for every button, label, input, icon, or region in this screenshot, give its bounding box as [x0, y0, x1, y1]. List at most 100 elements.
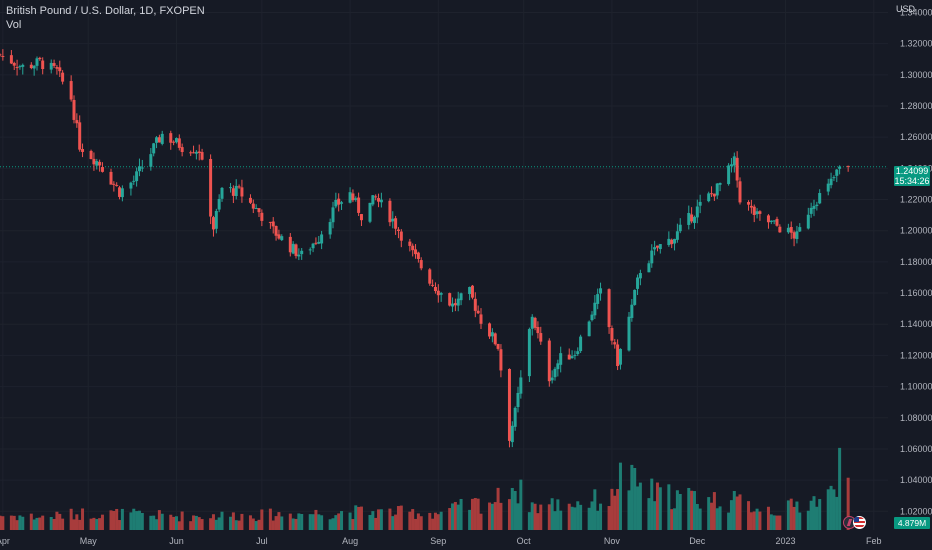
candle-body — [78, 122, 82, 150]
candle-body — [172, 141, 176, 143]
volume-bar — [374, 517, 378, 530]
candle-body — [758, 211, 762, 214]
volume-bar — [818, 499, 822, 530]
volume-bar — [194, 515, 198, 530]
candle-body — [368, 202, 372, 222]
candle-body — [695, 206, 699, 218]
price-tick-label: 1.20000 — [900, 226, 932, 236]
candle-body — [653, 247, 657, 250]
us-flag-icon[interactable] — [853, 516, 866, 529]
time-tick-label: Dec — [689, 536, 706, 546]
volume-bar — [12, 515, 16, 530]
volume-bar — [209, 518, 213, 530]
volume-bar — [388, 508, 392, 530]
candle-body — [539, 333, 543, 342]
candle-body — [149, 154, 153, 167]
candle-body — [388, 200, 392, 223]
volume-bar — [29, 513, 33, 530]
candle-body — [596, 294, 600, 304]
candle-body — [749, 205, 753, 208]
currency-label[interactable]: USD — [896, 4, 916, 14]
candle-body — [217, 199, 221, 210]
price-tick-label: 1.34000 — [900, 7, 932, 17]
candle-body — [109, 171, 113, 185]
bar-countdown: 15:34:26 — [894, 176, 930, 186]
candle-body — [667, 238, 671, 246]
candle-body — [300, 250, 304, 255]
symbol-title[interactable]: British Pound / U.S. Dollar, 1D, FXOPEN — [6, 5, 205, 17]
candle-body — [29, 64, 33, 69]
volume-bar — [52, 519, 56, 530]
volume-bar — [38, 517, 42, 530]
volume-bar — [399, 505, 403, 530]
candle-body — [155, 137, 159, 143]
time-tick-label: May — [80, 536, 98, 546]
candle-body — [231, 188, 235, 196]
volume-bar — [806, 510, 810, 530]
volume-bar — [499, 502, 503, 530]
time-tick-label: Aug — [342, 536, 358, 546]
volume-bar — [655, 482, 659, 530]
price-tick-label: 1.30000 — [900, 70, 932, 80]
candle-body — [328, 222, 332, 235]
volume-bar — [260, 509, 264, 530]
candle-body — [610, 328, 614, 341]
candle-body — [35, 58, 39, 66]
volume-bar — [459, 498, 463, 530]
event-icons[interactable] — [843, 516, 867, 530]
volume-bar — [835, 496, 839, 530]
volume-bar — [95, 519, 99, 530]
candle-body — [69, 81, 73, 100]
volume-bar — [792, 506, 796, 530]
last-price-badge: 1.24099 15:34:26 — [894, 166, 930, 186]
candle-body — [832, 177, 836, 179]
volume-bar — [593, 489, 597, 530]
candle-body — [311, 243, 315, 249]
volume-bar — [456, 504, 460, 530]
volume-bar — [149, 515, 153, 530]
volume-bar — [317, 514, 321, 530]
candle-body — [818, 193, 822, 204]
candle-body — [738, 181, 742, 203]
volume-bar — [815, 506, 819, 530]
volume-bar — [769, 514, 773, 530]
volume-bar — [490, 503, 494, 530]
candle-body — [448, 293, 452, 306]
candle-body — [419, 260, 423, 269]
volume-bar — [838, 447, 842, 530]
volume-bar — [248, 515, 252, 530]
candle-body — [416, 252, 420, 259]
volume-bar — [172, 516, 176, 530]
time-axis[interactable]: Apr May Jun Jul Aug Sep Oct Nov Dec 2023 Feb — [0, 536, 882, 546]
volume-bar — [55, 511, 59, 530]
volume-bar — [180, 511, 184, 530]
candle-body — [453, 303, 457, 306]
candle-body — [354, 198, 358, 200]
candle-body — [556, 363, 560, 370]
volume-bar — [78, 519, 82, 530]
candle-body — [209, 158, 213, 217]
candle-body — [374, 196, 378, 198]
candle-body — [587, 321, 591, 337]
candle-body — [809, 207, 813, 214]
price-axis[interactable]: 1.02000 1.04000 1.06000 1.08000 1.10000 1.120… — [900, 7, 932, 516]
volume-bar — [371, 511, 375, 530]
volume-bar — [391, 516, 395, 530]
candle-body — [317, 241, 321, 244]
price-tick-label: 1.16000 — [900, 288, 932, 298]
candle-body — [180, 147, 184, 153]
volume-bar — [766, 506, 770, 530]
volume-bar — [394, 514, 398, 530]
candle-body — [340, 202, 344, 204]
candle-body — [220, 187, 224, 199]
volume-bar — [340, 511, 344, 530]
volume-bar — [137, 510, 141, 530]
volume-bar — [479, 513, 483, 530]
candle-body — [547, 340, 551, 382]
volume-bar — [732, 490, 736, 530]
volume-bar — [294, 518, 298, 530]
volume-indicator-label[interactable]: Vol — [6, 19, 22, 31]
candle-body — [277, 234, 281, 239]
candle-body — [288, 236, 292, 253]
